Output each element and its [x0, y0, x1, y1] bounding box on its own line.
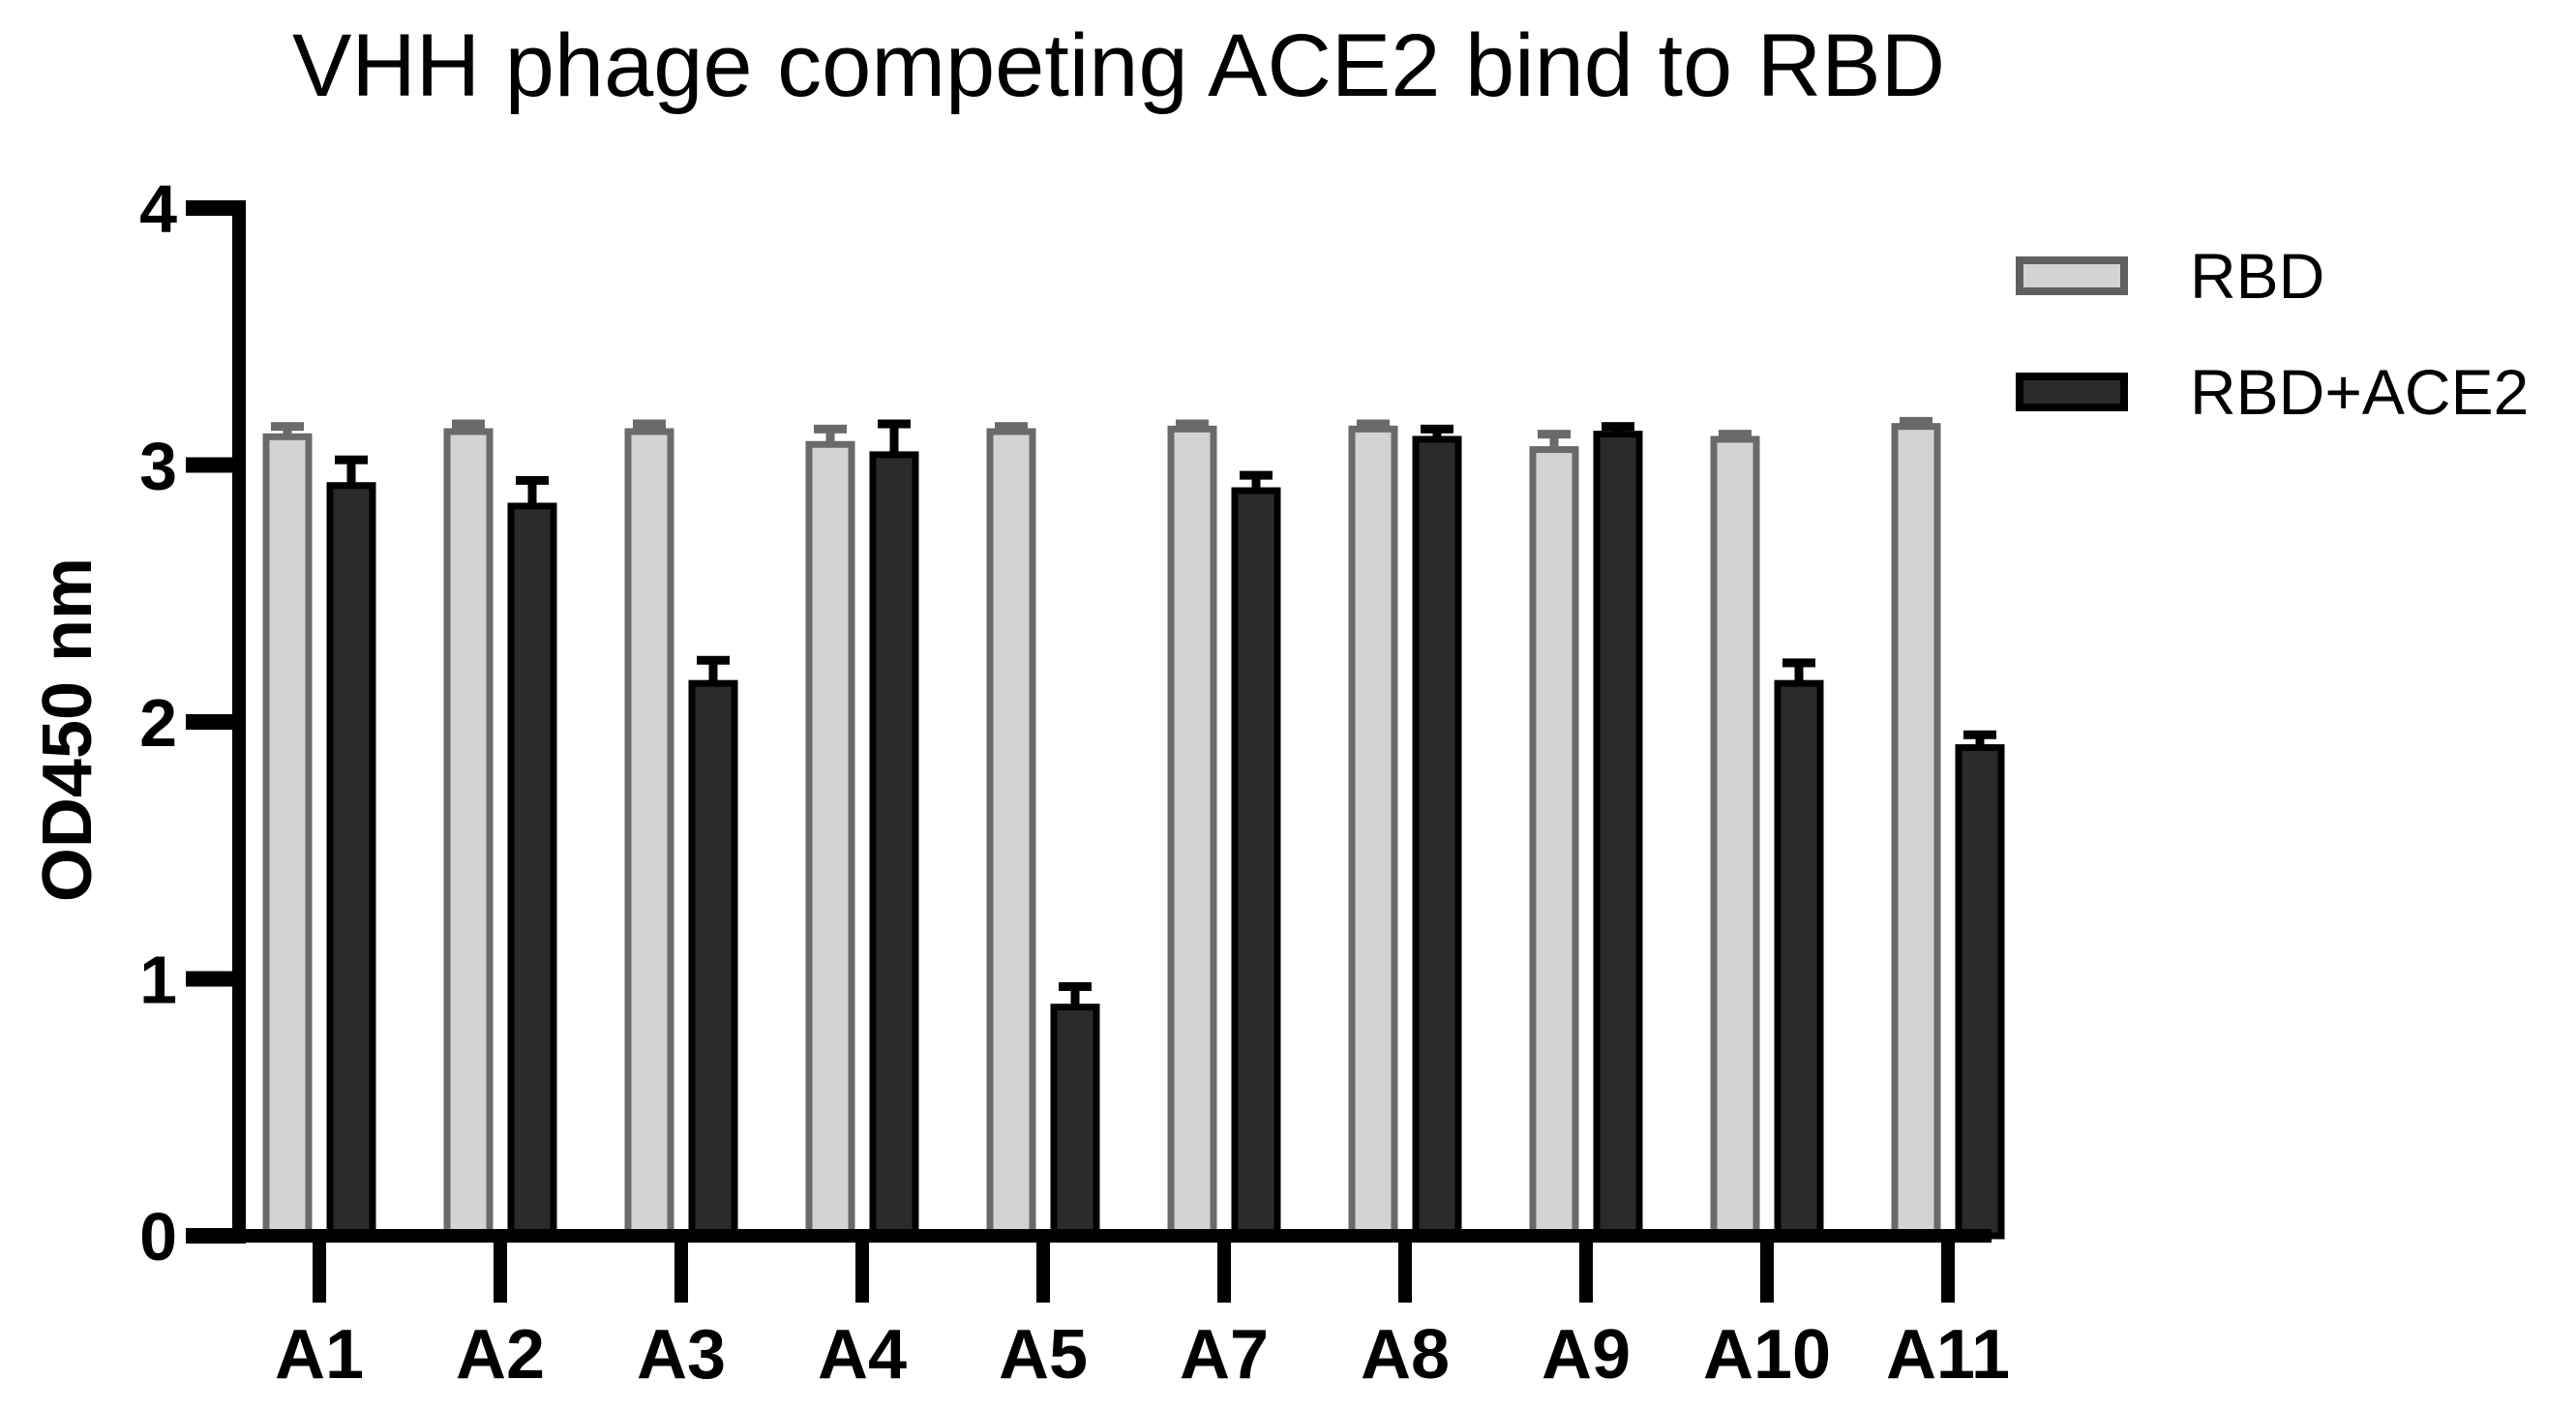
error-bar-cap-A3-RBD: [633, 419, 666, 429]
legend-swatch-rbd: [2016, 256, 2128, 295]
x-category-label-A9: A9: [1542, 1316, 1631, 1394]
bar-RBD+ACE2-A10: [1774, 679, 1824, 1240]
y-tick-label-0: 0: [139, 1199, 177, 1275]
error-bar-stem-A4-RBD+ACE2: [889, 424, 899, 474]
y-tick-label-2: 2: [139, 685, 177, 761]
error-bar-cap-A5-RBD+ACE2: [1059, 981, 1092, 991]
x-category-label-A11: A11: [1886, 1316, 2010, 1394]
bar-RBD+ACE2-A3: [688, 679, 738, 1240]
x-axis-line: [232, 1229, 1992, 1243]
x-category-label-A10: A10: [1703, 1316, 1831, 1394]
error-bar-cap-A5-RBD: [995, 422, 1028, 432]
error-bar-cap-A1-RBD+ACE2: [335, 455, 368, 465]
bar-RBD-A10: [1710, 435, 1760, 1240]
bar-RBD-A9: [1529, 446, 1579, 1240]
x-tick-A3: [674, 1243, 688, 1303]
error-bar-cap-A1-RBD: [271, 422, 304, 432]
error-bar-cap-A9-RBD: [1538, 430, 1571, 439]
y-tick-1: [186, 971, 239, 987]
bar-RBD+ACE2-A5: [1050, 1004, 1100, 1240]
legend-item-rbd-ace2: RBD+ACE2: [2016, 360, 2529, 424]
chart-title: VHH phage competing ACE2 bind to RBD: [291, 16, 1946, 115]
x-category-label-A1: A1: [275, 1316, 364, 1394]
bar-RBD+ACE2-A4: [869, 451, 919, 1240]
x-tick-A4: [855, 1243, 869, 1303]
bar-RBD-A5: [986, 428, 1036, 1240]
bar-RBD-A1: [262, 433, 313, 1240]
x-tick-A7: [1217, 1243, 1231, 1303]
x-tick-A10: [1760, 1243, 1774, 1303]
x-tick-A5: [1036, 1243, 1050, 1303]
error-bar-cap-A11-RBD: [1900, 416, 1932, 426]
bar-RBD+ACE2-A11: [1955, 744, 2005, 1240]
x-tick-A8: [1398, 1243, 1412, 1303]
bar-RBD-A4: [805, 440, 855, 1240]
y-tick-label-3: 3: [139, 429, 177, 504]
legend-swatch-rbd-ace2: [2016, 373, 2128, 411]
y-tick-label-4: 4: [139, 171, 177, 247]
x-category-label-A3: A3: [637, 1316, 726, 1394]
x-tick-A11: [1941, 1243, 1955, 1303]
error-bar-cap-A3-RBD+ACE2: [697, 655, 730, 665]
y-tick-label-1: 1: [139, 943, 177, 1018]
error-bar-cap-A8-RBD: [1357, 419, 1390, 429]
y-tick-4: [186, 200, 239, 216]
bar-RBD+ACE2-A9: [1593, 431, 1643, 1240]
error-bar-cap-A2-RBD: [452, 419, 485, 429]
x-tick-A1: [313, 1243, 326, 1303]
error-bar-cap-A10-RBD+ACE2: [1782, 658, 1815, 668]
error-bar-cap-A9-RBD+ACE2: [1602, 422, 1634, 432]
x-category-label-A7: A7: [1180, 1316, 1269, 1394]
error-bar-cap-A4-RBD+ACE2: [878, 419, 911, 429]
error-bar-cap-A8-RBD+ACE2: [1421, 424, 1453, 434]
bar-RBD-A8: [1348, 425, 1398, 1240]
y-tick-0: [186, 1228, 239, 1244]
x-category-label-A4: A4: [818, 1316, 907, 1394]
y-tick-2: [186, 714, 239, 730]
x-category-label-A8: A8: [1361, 1316, 1450, 1394]
error-bar-cap-A4-RBD: [814, 424, 847, 434]
x-category-label-A5: A5: [999, 1316, 1088, 1394]
error-bar-cap-A7-RBD+ACE2: [1240, 470, 1273, 480]
x-tick-A9: [1579, 1243, 1593, 1303]
x-category-label-A2: A2: [456, 1316, 545, 1394]
legend-label-rbd: RBD: [2190, 240, 2325, 312]
bar-RBD-A11: [1891, 423, 1941, 1240]
bar-RBD-A2: [443, 428, 494, 1240]
bar-RBD-A7: [1167, 425, 1217, 1240]
legend-label-rbd-ace2: RBD+ACE2: [2190, 356, 2530, 428]
error-bar-cap-A7-RBD: [1176, 419, 1209, 429]
bar-RBD+ACE2-A1: [326, 482, 376, 1240]
bar-RBD+ACE2-A7: [1231, 487, 1281, 1240]
bar-RBD+ACE2-A8: [1412, 435, 1462, 1240]
legend: RBD RBD+ACE2: [2016, 244, 2529, 476]
error-bar-cap-A2-RBD+ACE2: [516, 475, 549, 485]
bar-RBD+ACE2-A2: [507, 502, 557, 1240]
y-tick-3: [186, 457, 239, 473]
error-bar-cap-A11-RBD+ACE2: [1963, 730, 1996, 739]
bar-RBD-A3: [624, 428, 674, 1240]
error-bar-cap-A10-RBD: [1719, 430, 1752, 439]
legend-item-rbd: RBD: [2016, 244, 2529, 308]
x-tick-A2: [494, 1243, 507, 1303]
